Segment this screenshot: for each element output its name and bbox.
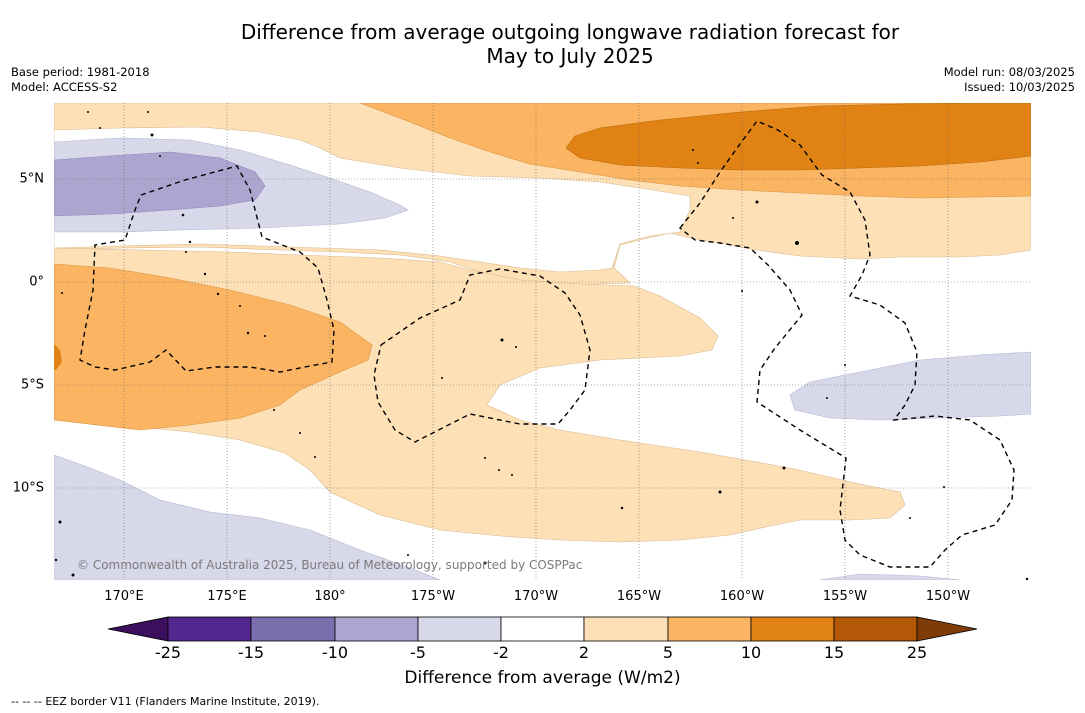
colorbar-title: Difference from average (W/m2) [404,668,681,688]
eez-borders [79,120,1015,568]
colorbar-segment [417,616,502,642]
colorbar-max-arrow [916,616,978,642]
colorbar-tick: 10 [740,643,762,662]
islands [54,111,1029,580]
colorbar-segment [500,616,585,642]
title-line-1: Difference from average outgoing longwav… [240,20,900,44]
base-period: Base period: 1981-2018 [11,65,150,79]
meta-left: Base period: 1981-2018 Model: ACCESS-S2 [11,65,150,95]
graticule [54,103,1031,580]
anomaly-dark-orange-north [565,103,1031,171]
eez-legend-text: EEZ border V11 (Flanders Marine Institut… [45,695,320,708]
lon-label-155w: 155°W [822,589,868,604]
lat-label-0: 0° [29,274,44,290]
colorbar-tick: 5 [662,643,674,662]
title-line-2: May to July 2025 [486,44,654,68]
lon-label-165w: 165°W [616,589,662,604]
colorbar-segment [334,616,419,642]
colorbar-tick: -5 [410,643,426,662]
colorbar-segment [167,616,252,642]
colorbar-segment [833,616,918,642]
copyright-notice: © Commonwealth of Australia 2025, Bureau… [77,558,583,572]
lon-label-170w: 170°W [513,589,559,604]
colorbar-segment [583,616,669,642]
model-name: Model: ACCESS-S2 [11,80,118,94]
anomaly-purple-north [54,151,266,217]
eez-legend: -- -- -- EEZ border V11 (Flanders Marine… [11,695,319,708]
lon-label-175w: 175°W [410,589,456,604]
lon-label-170e: 170°E [104,589,144,604]
anomaly-orange-west [54,263,373,431]
model-run: Model run: 08/03/2025 [943,65,1075,79]
lon-label-180: 180° [314,589,346,604]
colorbar-tick: 2 [578,643,590,662]
colorbar-tick: -15 [237,643,265,662]
colorbar-tick: 25 [906,643,928,662]
colorbar-tick: -10 [321,643,349,662]
lon-label-175e: 175°E [207,589,247,604]
colorbar-min-arrow [107,616,169,642]
anomaly-light-purple-east [789,351,1031,421]
lat-label-5n: 5°N [19,171,45,187]
colorbar-tick: -25 [154,643,182,662]
lon-label-160w: 160°W [719,589,765,604]
lat-label-10s: 10°S [12,480,44,496]
issued-date: Issued: 10/03/2025 [964,80,1075,94]
colorbar-segment [250,616,336,642]
eez-dash-marker: -- -- -- [11,695,42,708]
anomaly-dark-orange-west [54,344,62,370]
anomaly-light-purple-south [54,454,441,580]
meta-right: Model run: 08/03/2025 Issued: 10/03/2025 [944,65,1075,95]
anomaly-light-purple-southeast [819,573,961,580]
map-title: Difference from average outgoing longwav… [170,20,970,68]
lon-label-150w: 150°W [925,589,971,604]
colorbar-tick: -2 [493,643,509,662]
colorbar-segment [667,616,752,642]
colorbar-segment [750,616,835,642]
lat-label-5s: 5°S [20,377,44,393]
colorbar-tick: 15 [823,643,845,662]
anomaly-fields [54,103,1031,580]
